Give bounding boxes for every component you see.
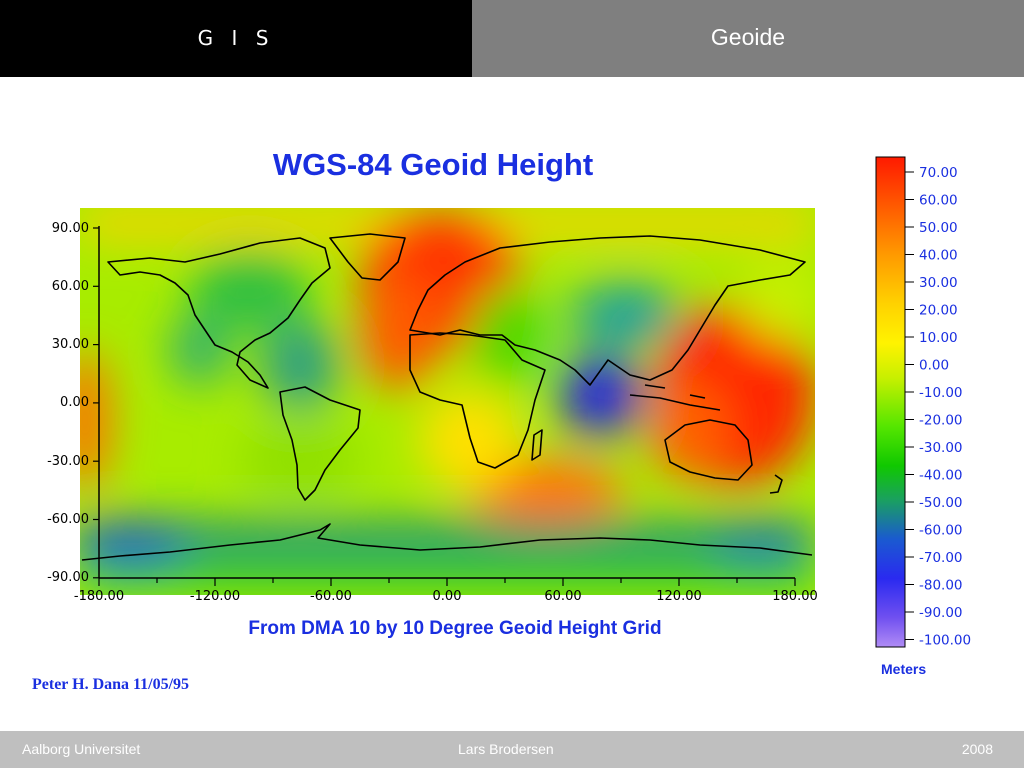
color-scale-label: -30.00 xyxy=(919,440,963,456)
color-scale-label: -20.00 xyxy=(919,413,963,429)
footer-institution: Aalborg Universitet xyxy=(22,741,141,757)
geoid-map-svg: WGS-84 Geoid Height xyxy=(32,147,971,693)
color-scale-bar xyxy=(875,156,906,648)
color-scale-label: 30.00 xyxy=(919,275,958,291)
continent-outlines xyxy=(81,233,813,561)
greenland-outline xyxy=(329,233,406,281)
section-label: G I S xyxy=(197,25,275,50)
color-scale-label: -60.00 xyxy=(919,523,963,539)
footer-author: Lars Brodersen xyxy=(458,741,554,757)
color-scale: 70.00 60.00 50.00 40.00 30.00 20.00 10.00 0.00 -… xyxy=(875,156,971,677)
antarctica-outline xyxy=(81,523,813,561)
africa-outline xyxy=(409,332,546,469)
y-tick-label: 90.00 xyxy=(52,221,89,236)
figure-subtitle: From DMA 10 by 10 Degree Geoid Height Gr… xyxy=(248,618,661,639)
y-tick-label: 60.00 xyxy=(52,279,89,294)
color-scale-label: 60.00 xyxy=(919,193,958,209)
australia-outline xyxy=(664,419,753,481)
color-scale-label: -80.00 xyxy=(919,578,963,594)
color-scale-label: 20.00 xyxy=(919,303,958,319)
y-tick-label: -60.00 xyxy=(47,512,89,527)
eurasia-outline xyxy=(409,235,806,386)
color-scale-label: 0.00 xyxy=(919,358,949,374)
axis-ticks xyxy=(93,227,796,586)
x-tick-label: 0.00 xyxy=(433,589,462,604)
geoid-figure: WGS-84 Geoid Height xyxy=(0,120,1024,720)
footer-year: 2008 xyxy=(961,741,993,757)
color-scale-label: 50.00 xyxy=(919,220,958,236)
y-tick-label: -90.00 xyxy=(47,570,89,585)
new-zealand-outline xyxy=(769,474,783,494)
x-axis-labels: -180.00 -120.00 -60.00 0.00 60.00 120.00… xyxy=(74,589,818,604)
y-tick-label: 0.00 xyxy=(60,395,89,410)
color-scale-label: 70.00 xyxy=(919,165,958,181)
indonesia-outline xyxy=(629,384,721,411)
y-tick-label: -30.00 xyxy=(47,454,89,469)
color-scale-label: 40.00 xyxy=(919,248,958,264)
figure-credit: Peter H. Dana 11/05/95 xyxy=(32,676,189,693)
geoid-heatmap xyxy=(80,208,815,595)
color-scale-ticks xyxy=(905,171,914,640)
x-tick-label: -120.00 xyxy=(190,589,240,604)
x-tick-label: -180.00 xyxy=(74,589,124,604)
x-tick-label: -60.00 xyxy=(310,589,352,604)
color-scale-labels: 70.00 60.00 50.00 40.00 30.00 20.00 10.00 0.00 -… xyxy=(919,165,971,649)
x-tick-label: 120.00 xyxy=(656,589,702,604)
color-scale-unit: Meters xyxy=(881,661,926,677)
color-scale-label: -10.00 xyxy=(919,385,963,401)
slide-title: Geoide xyxy=(710,23,786,50)
x-tick-label: 60.00 xyxy=(544,589,581,604)
madagascar-outline xyxy=(531,429,543,461)
figure-title: WGS-84 Geoid Height xyxy=(273,147,593,182)
color-scale-label: -100.00 xyxy=(919,633,971,649)
south-america-outline xyxy=(279,386,361,501)
color-scale-label: -70.00 xyxy=(919,550,963,566)
x-tick-label: 180.00 xyxy=(772,589,818,604)
slide-title-bar: Geoide xyxy=(472,0,1024,77)
color-scale-label: -90.00 xyxy=(919,605,963,621)
color-scale-label: -40.00 xyxy=(919,468,963,484)
footer: Aalborg Universitet Lars Brodersen 2008 xyxy=(0,731,1024,768)
y-axis-labels: 90.00 60.00 30.00 0.00 -30.00 -60.00 -90… xyxy=(47,221,89,585)
north-america-outline xyxy=(107,237,331,389)
section-header: G I S xyxy=(0,0,472,77)
color-scale-label: -50.00 xyxy=(919,495,963,511)
y-tick-label: 30.00 xyxy=(52,337,89,352)
color-scale-label: 10.00 xyxy=(919,330,958,346)
